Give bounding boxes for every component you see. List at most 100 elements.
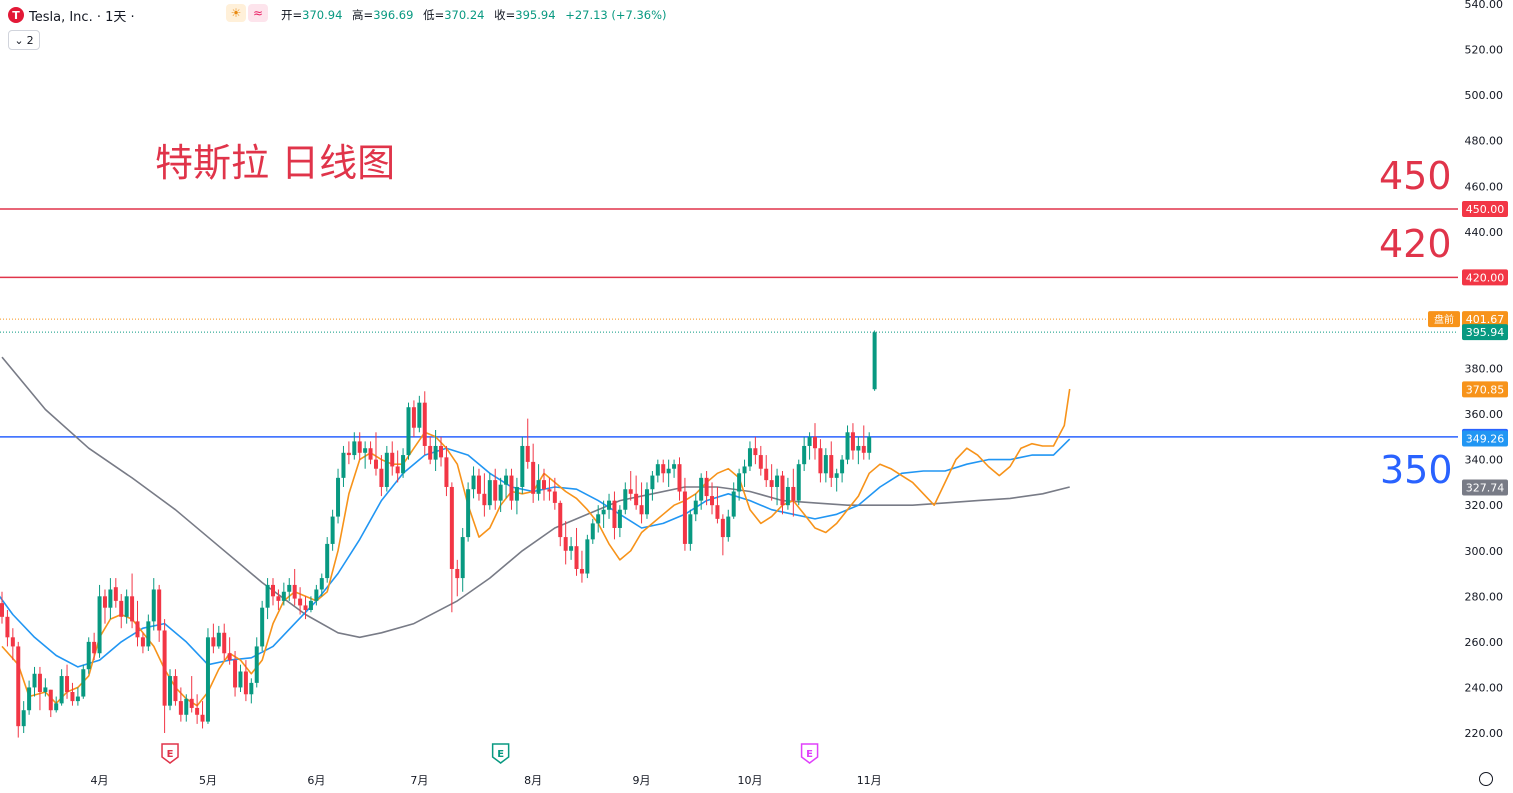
- candle: [520, 436, 525, 494]
- candle: [460, 527, 465, 592]
- candle-body: [444, 457, 449, 487]
- candle-body: [682, 491, 687, 544]
- candle-body: [850, 432, 855, 451]
- time-tick-label: 11月: [857, 774, 882, 787]
- candle: [233, 650, 238, 697]
- price-tag-label: 370.85: [1466, 383, 1505, 396]
- candle: [54, 696, 59, 713]
- candle: [693, 493, 698, 522]
- candle: [178, 687, 183, 722]
- candle: [596, 505, 601, 533]
- symbol-header[interactable]: T Tesla, Inc. · 1天 ·: [8, 5, 135, 25]
- candle-body: [574, 546, 579, 569]
- candle-body: [742, 466, 747, 474]
- candle: [563, 521, 568, 565]
- candle-body: [552, 491, 557, 503]
- price-tick-label: 220.00: [1465, 727, 1504, 740]
- candle-body: [178, 701, 183, 715]
- candle: [449, 482, 454, 613]
- time-tick-label: 8月: [524, 774, 542, 787]
- candle-body: [37, 673, 42, 692]
- premarket-tag-label: 盘前: [1434, 313, 1454, 326]
- price-tag: 450.00: [1462, 201, 1508, 218]
- candle: [336, 468, 341, 524]
- price-tick-label: 440.00: [1465, 226, 1504, 239]
- candle-body: [693, 500, 698, 515]
- earnings-marker-label: E: [497, 749, 504, 760]
- price-axis[interactable]: 220.00 240.00 260.00 280.00 300.00 320.00 340.…: [1465, 0, 1504, 740]
- candle-body: [292, 584, 297, 599]
- candle-body: [303, 605, 308, 610]
- candle: [834, 468, 839, 492]
- candle-body: [753, 448, 758, 456]
- candle-body: [368, 448, 373, 460]
- candle: [352, 432, 357, 460]
- price-tick-label: 480.00: [1465, 135, 1504, 148]
- candle: [742, 459, 747, 487]
- candle: [97, 584, 102, 658]
- candle: [531, 443, 536, 503]
- candle: [346, 441, 351, 465]
- candle: [585, 534, 590, 579]
- price-tick-label: 380.00: [1465, 363, 1504, 376]
- symbol-title[interactable]: Tesla, Inc. · 1天 ·: [29, 9, 135, 25]
- candle: [249, 678, 254, 704]
- candle-body: [872, 332, 877, 390]
- earnings-marker-shape: [491, 743, 510, 764]
- candle: [699, 473, 704, 510]
- candle-body: [384, 452, 389, 487]
- candle: [59, 669, 64, 706]
- candle: [195, 694, 200, 724]
- indicators-toggle[interactable]: ⌄ 2: [8, 30, 40, 50]
- candle: [92, 632, 97, 661]
- candle-body: [834, 473, 839, 478]
- candle: [162, 619, 167, 733]
- candle-body: [319, 578, 324, 590]
- header-icons: ☀ ≈: [226, 4, 268, 22]
- wave-icon[interactable]: ≈: [248, 4, 268, 22]
- gear-icon[interactable]: [1479, 772, 1493, 786]
- candle-body: [845, 432, 850, 460]
- time-tick-label: 9月: [633, 774, 651, 787]
- candle-body: [27, 687, 32, 711]
- candle: [655, 459, 660, 483]
- candle-body: [233, 660, 238, 688]
- candle: [32, 666, 37, 697]
- candle: [569, 537, 574, 560]
- candle-body: [222, 632, 227, 654]
- candle-body: [807, 436, 812, 446]
- candle: [330, 509, 335, 551]
- earnings-marker-shape: [800, 743, 819, 764]
- time-axis[interactable]: 4月 5月 6月 7月 8月 9月 10月 11月 E E E: [91, 743, 882, 787]
- horizontal-lines-layer: [0, 208, 1458, 438]
- chevron-down-icon: ⌄: [14, 33, 24, 47]
- candle: [422, 391, 427, 456]
- candle-body: [195, 707, 200, 715]
- candle-body: [439, 445, 444, 458]
- candle-body: [720, 518, 725, 538]
- price-tag-label: 327.74: [1466, 482, 1505, 495]
- candle: [86, 637, 91, 674]
- candle: [867, 432, 872, 460]
- candle-body: [813, 436, 817, 449]
- candle: [184, 694, 189, 722]
- candle-body: [650, 475, 655, 490]
- candle: [542, 468, 546, 501]
- earnings-marker: E: [491, 743, 510, 764]
- candle: [872, 330, 877, 391]
- candle-body: [644, 489, 649, 515]
- candle: [769, 464, 774, 501]
- candle-body: [634, 493, 639, 506]
- sun-icon[interactable]: ☀: [226, 4, 246, 22]
- candle: [775, 468, 780, 506]
- candle-body: [357, 441, 362, 453]
- candle: [498, 477, 503, 513]
- close-label: 收=: [494, 8, 516, 22]
- candle: [102, 589, 107, 624]
- candle: [650, 471, 655, 501]
- candle: [785, 477, 790, 510]
- candle-body: [146, 621, 151, 647]
- time-tick-label: 10月: [737, 774, 762, 787]
- candle-body: [498, 484, 503, 501]
